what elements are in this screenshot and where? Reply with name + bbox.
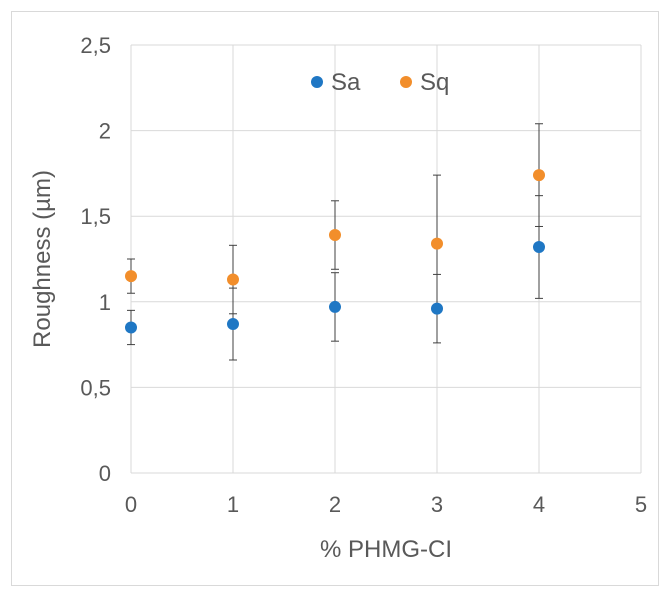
legend-label-sa: Sa — [331, 69, 361, 96]
legend-marker-sa — [311, 76, 323, 88]
x-tick-label: 5 — [635, 492, 647, 517]
data-point-sa — [431, 302, 443, 315]
legend: Sa Sq — [311, 69, 449, 96]
data-point-sa — [533, 241, 545, 254]
data-points — [125, 169, 545, 334]
tick-labels: 0 0,5 1 1,5 2 2,5 0 1 2 3 4 5 — [80, 33, 647, 517]
legend-label-sq: Sq — [420, 69, 449, 96]
x-axis-title: % PHMG-CI — [320, 536, 452, 563]
y-tick-label: 0 — [99, 461, 111, 486]
data-point-sa — [125, 321, 137, 334]
data-point-sq — [227, 273, 239, 286]
legend-marker-sq — [400, 76, 412, 88]
y-tick-label: 2 — [99, 119, 111, 144]
x-tick-label: 0 — [125, 492, 137, 517]
data-point-sq — [329, 229, 341, 242]
x-tick-label: 4 — [533, 492, 545, 517]
grid-layer — [130, 44, 642, 474]
y-tick-label: 1 — [99, 290, 111, 315]
x-tick-label: 2 — [329, 492, 341, 517]
data-point-sq — [125, 270, 137, 283]
x-tick-label: 1 — [227, 492, 239, 517]
data-point-sa — [227, 318, 239, 331]
x-tick-label: 3 — [431, 492, 443, 517]
data-point-sq — [533, 169, 545, 182]
y-tick-label: 0,5 — [80, 375, 111, 400]
data-point-sa — [329, 300, 341, 313]
y-tick-label: 1,5 — [80, 204, 111, 229]
data-point-sq — [431, 237, 443, 250]
y-tick-label: 2,5 — [80, 33, 111, 58]
y-axis-title: Roughness (µm) — [29, 170, 56, 348]
